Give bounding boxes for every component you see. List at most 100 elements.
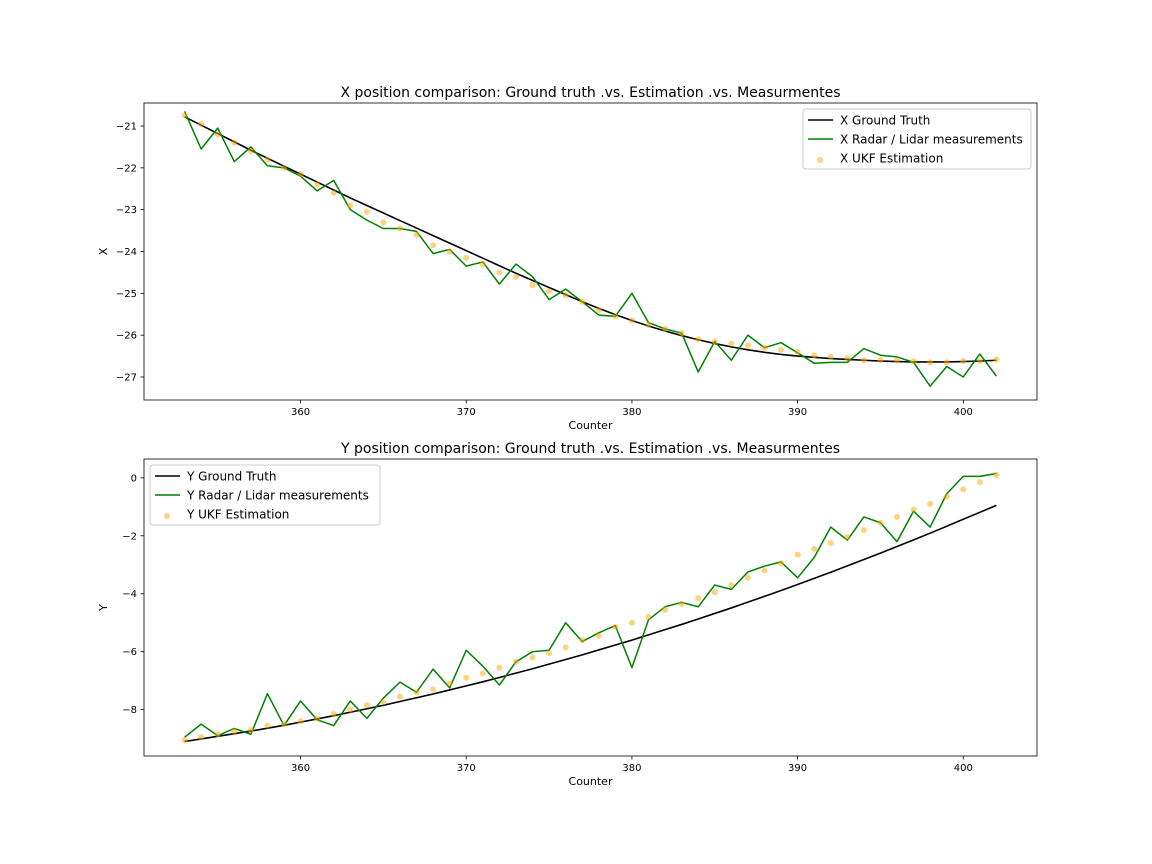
scatter-point [181, 737, 188, 744]
scatter-point [927, 359, 934, 366]
scatter-point [711, 589, 718, 596]
scatter-point [446, 248, 453, 255]
scatter-point [860, 357, 867, 364]
scatter-point [430, 686, 437, 693]
scatter-point [546, 288, 553, 295]
legend-entry: Y Radar / Lidar measurements [186, 489, 369, 503]
scatter-point [231, 139, 238, 146]
scatter-point [794, 348, 801, 355]
x-tick-label: 400 [954, 407, 973, 418]
scatter-point [512, 658, 519, 665]
x-tick-label: 400 [954, 763, 973, 774]
scatter-point [910, 506, 917, 513]
scatter-point [396, 693, 403, 700]
scatter-point [761, 567, 768, 574]
scatter-point [330, 189, 337, 196]
scatter-point [628, 317, 635, 324]
scatter-point [645, 613, 652, 620]
y-tick-label: −8 [122, 705, 137, 716]
scatter-point [761, 344, 768, 351]
scatter-point [993, 356, 1000, 363]
scatter-point [976, 479, 983, 486]
scatter-point [314, 715, 321, 722]
scatter-point [894, 357, 900, 364]
scatter-point [529, 281, 536, 288]
x-tick-label: 390 [788, 763, 807, 774]
scatter-point [479, 261, 486, 268]
scatter-point [579, 298, 586, 305]
scatter-point [430, 242, 437, 249]
scatter-point [927, 500, 934, 507]
scatter-point [612, 313, 619, 320]
scatter-point [811, 545, 818, 552]
scatter-point [943, 359, 950, 366]
scatter-point [678, 600, 685, 607]
legend-entry: Y Ground Truth [186, 470, 277, 484]
scatter-point [794, 551, 801, 558]
scatter-point [314, 181, 321, 188]
y-tick-label: −24 [116, 247, 137, 258]
series-line-y-radar-lidar-measurements [184, 472, 997, 738]
scatter-point [512, 273, 519, 280]
y-axis-label: Y [97, 604, 110, 612]
scatter-point [529, 654, 536, 661]
chart-title: X position comparison: Ground truth .vs.… [340, 85, 840, 101]
x-tick-label: 360 [291, 763, 310, 774]
scatter-point [363, 208, 370, 215]
scatter-point [579, 637, 586, 644]
y-tick-label: −25 [116, 289, 137, 300]
scatter-point [778, 346, 785, 353]
scatter-point [827, 540, 834, 547]
x-axis-label: Counter [569, 419, 613, 432]
scatter-point [811, 352, 818, 359]
x-tick-label: 360 [291, 407, 310, 418]
scatter-point [347, 706, 354, 713]
y-tick-label: −6 [122, 647, 137, 658]
scatter-point [728, 582, 735, 589]
scatter-point [347, 202, 354, 209]
scatter-point [744, 574, 751, 581]
scatter-point [380, 699, 387, 706]
legend-swatch [164, 513, 170, 519]
scatter-point [877, 519, 884, 526]
y-tick-label: −23 [116, 205, 137, 216]
scatter-point [960, 358, 967, 365]
legend: X Ground Truth X Radar / Lidar measuremen… [802, 108, 1032, 170]
scatter-point [778, 560, 785, 567]
scatter-point [711, 338, 718, 345]
y-tick-label: −4 [122, 589, 137, 600]
scatter-point [198, 120, 205, 127]
y-tick-label: −22 [116, 163, 137, 174]
x-axis-label: Counter [569, 775, 613, 788]
legend-entry: Y UKF Estimation [186, 508, 289, 522]
y-tick-label: −2 [122, 531, 137, 542]
scatter-point [297, 718, 304, 725]
y-tick-label: −21 [116, 122, 137, 133]
chart-title: Y position comparison: Ground truth .vs.… [340, 441, 840, 457]
legend-box [149, 464, 381, 526]
scatter-point [976, 358, 983, 365]
scatter-point [264, 156, 271, 163]
scatter-point [264, 722, 271, 729]
scatter-point [214, 131, 221, 138]
scatter-point [960, 486, 967, 493]
scatter-point [662, 606, 669, 613]
scatter-point [562, 292, 569, 299]
scatter-point [844, 534, 851, 541]
scatter-point [678, 330, 685, 337]
legend-entry: X Radar / Lidar measurements [840, 133, 1023, 147]
scatter-point [363, 702, 370, 709]
scatter-point [943, 493, 950, 500]
y-tick-label: 0 [131, 473, 137, 484]
scatter-point [247, 726, 254, 733]
series-line-x-radar-lidar-measurements [183, 111, 998, 387]
scatter-point [860, 526, 867, 533]
scatter-point [281, 721, 287, 728]
scatter-point [595, 307, 602, 314]
scatter-point [463, 254, 470, 261]
scatter-point [413, 231, 420, 238]
scatter-point [827, 353, 834, 360]
scatter-point [910, 358, 917, 365]
scatter-point [413, 689, 420, 696]
